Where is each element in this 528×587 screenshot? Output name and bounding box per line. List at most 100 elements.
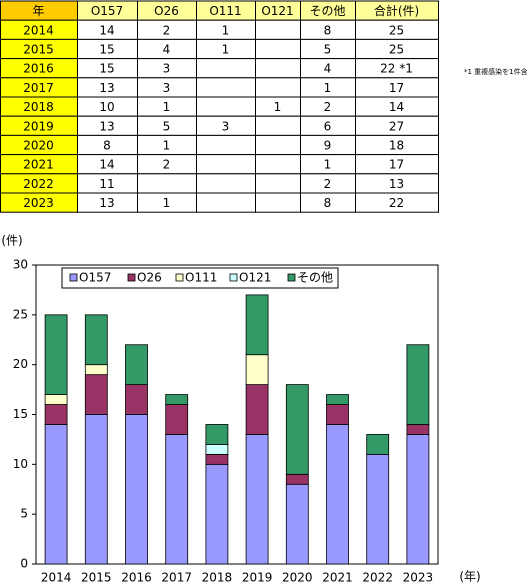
cell-text: O157 — [91, 4, 123, 18]
table-cell — [196, 134, 256, 156]
cell-text: 11 — [99, 177, 114, 191]
cell-text: O121 — [261, 4, 293, 18]
cell-text: 年 — [32, 4, 44, 18]
cell-text: 1 — [324, 158, 332, 172]
bar-segment — [125, 384, 148, 415]
cell-text: 2018 — [23, 100, 54, 114]
cell-text: 14 — [99, 23, 114, 37]
cell-text: 2 — [163, 23, 171, 37]
legend-label: O111 — [185, 271, 217, 285]
cell-text: 2022 — [23, 177, 54, 191]
bar-segment — [326, 394, 349, 405]
bar-segment — [165, 394, 189, 405]
bar-segment — [84, 374, 108, 415]
cell-text: 3 — [222, 119, 230, 133]
cell-text: O111 — [209, 4, 241, 18]
legend-swatch — [69, 273, 78, 282]
cell-text: 1 — [163, 139, 171, 153]
cell-text: 2014 — [23, 23, 54, 37]
cell-text: 13 — [389, 177, 404, 191]
cell-text: 13 — [99, 196, 114, 210]
y-tick-label: 20 — [13, 357, 28, 371]
table-cell — [255, 134, 301, 156]
cell-text: 1 — [222, 23, 230, 37]
bar-segment — [285, 483, 309, 565]
bar-segment — [245, 354, 269, 386]
x-tick-label: 2014 — [41, 571, 72, 584]
y-tick-label: 5 — [20, 507, 28, 521]
cell-text: 10 — [99, 100, 114, 114]
x-tick-label: 2017 — [161, 571, 192, 584]
bar-segment — [245, 434, 269, 565]
cell-text: 2019 — [23, 119, 54, 133]
table-cell — [196, 58, 256, 79]
bar-segment — [326, 424, 349, 565]
legend-label: O121 — [239, 271, 271, 285]
cell-text: 18 — [389, 139, 404, 153]
table-cell — [196, 77, 256, 98]
legend-swatch — [127, 273, 136, 282]
cell-text: 合計(件) — [374, 3, 419, 18]
bar-segment — [406, 344, 430, 425]
cell-text: 4 — [163, 43, 171, 57]
y-tick-label: 15 — [13, 407, 28, 421]
table-cell — [255, 173, 301, 194]
cell-text: 6 — [324, 119, 332, 133]
bar-segment — [44, 424, 68, 565]
table-cell — [196, 96, 256, 117]
bar-segment — [406, 424, 430, 435]
cell-text: 5 — [163, 119, 171, 133]
x-tick-label: 2020 — [282, 571, 313, 584]
table-cell — [196, 192, 256, 213]
y-tick-label: 0 — [20, 557, 28, 571]
bar-segment — [44, 314, 68, 395]
cell-text: 2017 — [23, 81, 54, 95]
bar-segment — [84, 364, 108, 376]
bar-segment — [125, 414, 148, 565]
legend-swatch — [229, 273, 238, 282]
bar-segment — [366, 434, 390, 455]
cell-text: 2 — [324, 100, 332, 114]
legend-label: O157 — [79, 271, 111, 285]
bar-segment — [205, 443, 229, 455]
bar-segment — [44, 404, 68, 425]
table-cell — [255, 77, 301, 98]
x-tick-label: 2023 — [403, 571, 434, 584]
table-cell — [255, 38, 301, 60]
cell-text: 22 — [389, 196, 404, 210]
bar-segment — [406, 434, 430, 565]
bar-segment — [245, 384, 269, 435]
cell-text: 17 — [389, 81, 404, 95]
cell-text: 3 — [163, 62, 171, 76]
bar-segment — [44, 394, 68, 405]
y-tick-label: 10 — [13, 457, 28, 471]
cell-text: 27 — [389, 119, 404, 133]
cell-text: 13 — [99, 119, 114, 133]
cell-text: 17 — [389, 158, 404, 172]
bar-segment — [205, 463, 229, 565]
table-cell — [255, 19, 301, 40]
x-tick-label: 2022 — [362, 571, 393, 584]
legend-label: その他 — [297, 271, 333, 285]
cell-text: 25 — [389, 23, 404, 37]
cell-text: 2023 — [23, 196, 54, 210]
bar-segment — [165, 434, 189, 565]
table-cell — [255, 154, 301, 175]
cell-text: 9 — [324, 139, 332, 153]
table-cell — [196, 173, 256, 194]
cell-text: 15 — [99, 62, 114, 76]
cell-text: 1 — [274, 100, 282, 114]
x-tick-label: 2019 — [242, 571, 273, 584]
bar-segment — [165, 404, 189, 435]
cell-text: 2016 — [23, 62, 54, 76]
cell-text: 22 *1 — [380, 62, 413, 76]
bar-segment — [84, 314, 108, 366]
x-tick-label: 2021 — [322, 571, 353, 584]
cell-text: 1 — [163, 100, 171, 114]
cell-text: 2015 — [23, 43, 54, 57]
legend — [61, 267, 339, 289]
y-axis-label: (件) — [1, 234, 22, 248]
table-cell — [255, 115, 301, 136]
bar-segment — [245, 294, 269, 356]
